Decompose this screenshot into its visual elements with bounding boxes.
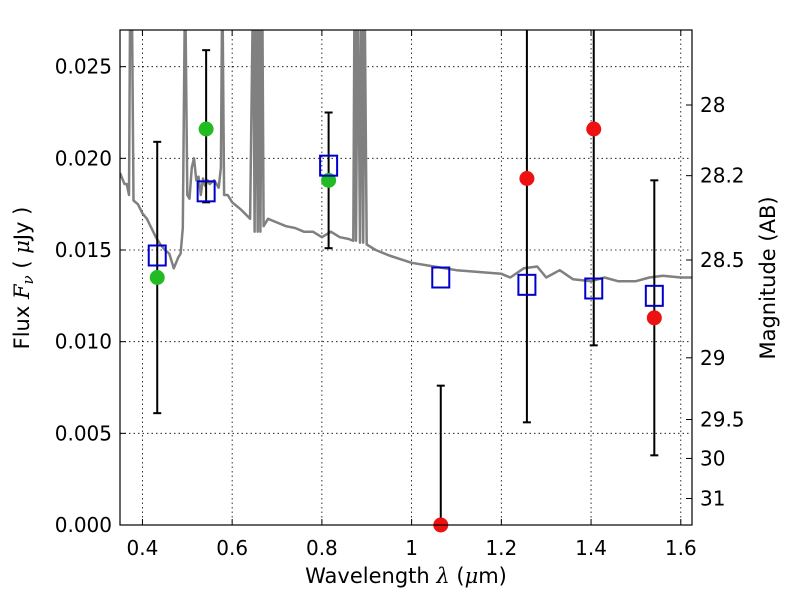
model-point [147,244,167,267]
model-point [584,277,604,300]
mag-tick-label: 28.5 [700,248,745,272]
mag-tick-label: 31 [700,487,725,511]
x-tick-label: 1 [405,536,418,560]
y-tick-label: 0.015 [55,238,112,262]
data-point [149,270,165,285]
tick-labels: 0.4 0.6 0.8 1 1.2 1.4 1.6 0.000 0.005 0.010 0.015 0… [55,55,745,560]
y-tick-label: 0.020 [55,146,112,170]
x-tick-label: 1.6 [665,536,697,560]
y-tick-label: 0.005 [55,421,112,445]
model-point [196,180,216,203]
data-point [586,121,602,137]
axis-ticks [120,30,692,526]
y2-axis-title: Magnitude (AB) [756,196,780,359]
mag-tick-label: 28 [700,93,725,117]
x-axis-title: Wavelength λ (μm) [305,564,507,588]
mag-tick-label: 30 [700,446,725,470]
mag-tick-label: 29.5 [700,408,745,432]
y-tick-label: 0.000 [55,513,112,537]
sed-model-line [120,30,692,283]
markers [147,121,664,533]
model-point [517,273,537,296]
mag-tick-label: 29 [700,346,725,370]
model-point [431,266,451,289]
data-point [198,121,214,137]
data-point [646,310,662,326]
data-point [519,171,535,186]
y-axis-title: Flux Fν ( μJy ) [10,207,37,350]
model-point [319,154,339,177]
x-tick-label: 0.4 [127,536,159,560]
x-tick-label: 0.6 [216,536,248,560]
y-tick-label: 0.010 [55,330,112,354]
x-tick-label: 0.8 [306,536,338,560]
x-tick-label: 1.4 [575,536,607,560]
plot-frame [119,29,693,526]
x-tick-label: 1.2 [485,536,517,560]
mag-tick-label: 28.2 [700,164,745,188]
y-tick-label: 0.025 [55,55,112,79]
model-point [644,284,664,307]
